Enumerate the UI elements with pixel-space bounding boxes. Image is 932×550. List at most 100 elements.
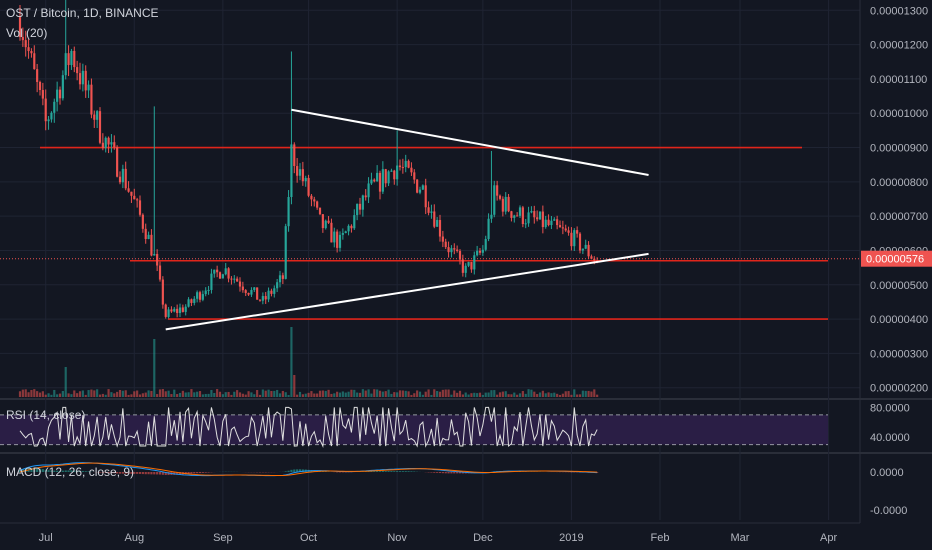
macd-histogram-bar — [447, 472, 450, 474]
candle — [584, 239, 587, 250]
candle — [236, 276, 239, 282]
volume-bar — [576, 394, 579, 397]
volume-bar — [441, 389, 444, 397]
volume-bar — [490, 390, 493, 397]
candle — [198, 290, 202, 303]
candle — [96, 110, 99, 129]
candle-body — [76, 67, 79, 74]
candle — [547, 214, 550, 227]
volume-legend: Vol (20) — [6, 26, 48, 40]
macd-histogram-bar — [101, 472, 104, 473]
candle-body — [116, 147, 119, 177]
candle — [407, 159, 410, 169]
volume-bar — [358, 392, 362, 397]
candle-body — [50, 112, 53, 120]
volume-bar — [556, 393, 559, 397]
volume-bar — [390, 393, 393, 397]
candle — [73, 46, 76, 73]
candle — [33, 45, 36, 70]
candle-body — [113, 142, 116, 148]
macd-histogram-bar — [298, 469, 302, 472]
volume-bar — [404, 390, 407, 397]
macd-histogram-bar — [81, 470, 84, 472]
candle-body — [298, 169, 302, 176]
volume-bar — [244, 394, 247, 397]
candle — [293, 142, 296, 174]
candle — [187, 297, 190, 308]
candle-body — [401, 167, 404, 169]
volume-bar — [544, 393, 547, 397]
candle — [181, 304, 184, 313]
candle-body — [256, 287, 259, 300]
candle-body — [541, 211, 544, 228]
macd-histogram-bar — [87, 471, 90, 472]
macd-histogram-bar — [107, 472, 110, 474]
volume-bar — [324, 390, 327, 397]
candle — [221, 273, 224, 279]
candle — [376, 165, 379, 182]
time-axis[interactable]: Jul Aug Sep Oct Nov Dec 2019 Feb Mar Apr — [0, 522, 860, 544]
volume-bar — [58, 393, 62, 397]
time-tick-label: 2019 — [559, 532, 583, 544]
volume-bar — [181, 390, 184, 397]
volume-bar — [330, 393, 333, 397]
macd-histogram-bar — [373, 471, 376, 472]
volume-bar — [144, 392, 147, 397]
macd-histogram-bar — [207, 472, 210, 473]
candle — [81, 63, 84, 92]
candle — [507, 193, 510, 213]
candle — [21, 27, 24, 47]
candle — [64, 0, 67, 80]
volume-bar — [38, 392, 42, 397]
macd-histogram-bar — [441, 472, 444, 474]
macd-histogram-bar — [150, 472, 153, 475]
candle — [133, 188, 136, 200]
horizontal-levels[interactable] — [0, 146, 860, 320]
current-price-tag — [861, 250, 932, 267]
candle-body — [118, 176, 122, 183]
volume-bar — [36, 391, 39, 397]
macd-histogram-bar — [196, 472, 199, 474]
candle-body — [107, 137, 110, 145]
candle — [433, 204, 436, 229]
volume-bar — [364, 390, 367, 397]
candle — [76, 60, 79, 81]
volume-bar — [158, 389, 162, 397]
volume-bar — [596, 394, 599, 397]
trendlines[interactable] — [165, 108, 649, 331]
candle — [441, 230, 444, 248]
candle — [44, 89, 47, 131]
volume-bar — [564, 391, 567, 397]
macd-line — [19, 462, 598, 477]
candle — [264, 291, 267, 304]
candle — [324, 219, 327, 230]
macd-histogram-bar — [296, 469, 299, 472]
candle — [61, 70, 64, 101]
candle-body — [393, 170, 396, 180]
symbol-legend: OST / Bitcoin, 1D, BINANCE — [6, 6, 159, 20]
candle — [524, 218, 527, 229]
volume-bar — [130, 394, 133, 397]
candle-body — [267, 290, 270, 300]
macd-histogram-bar — [293, 469, 296, 472]
volume-bar — [376, 389, 379, 397]
candle-body — [213, 269, 216, 274]
candle — [581, 248, 584, 255]
candle-body — [450, 248, 453, 253]
volume-bar — [276, 389, 279, 397]
macd-histogram-bar — [301, 469, 304, 472]
candle — [87, 80, 90, 98]
candle — [290, 51, 293, 205]
candle-body — [164, 304, 167, 317]
macd-histogram-bar — [124, 472, 127, 474]
candle-body — [98, 111, 102, 143]
candle-body — [101, 142, 104, 149]
candle-body — [304, 177, 307, 182]
candle — [521, 205, 524, 228]
volume-bar — [421, 394, 424, 397]
candle-body — [153, 253, 156, 256]
macd-histogram-bar — [187, 472, 190, 474]
candle-body — [276, 282, 279, 289]
price-axis[interactable]: 0.00001300 0.00001200 0.00001100 0.00001000… — [859, 0, 932, 523]
